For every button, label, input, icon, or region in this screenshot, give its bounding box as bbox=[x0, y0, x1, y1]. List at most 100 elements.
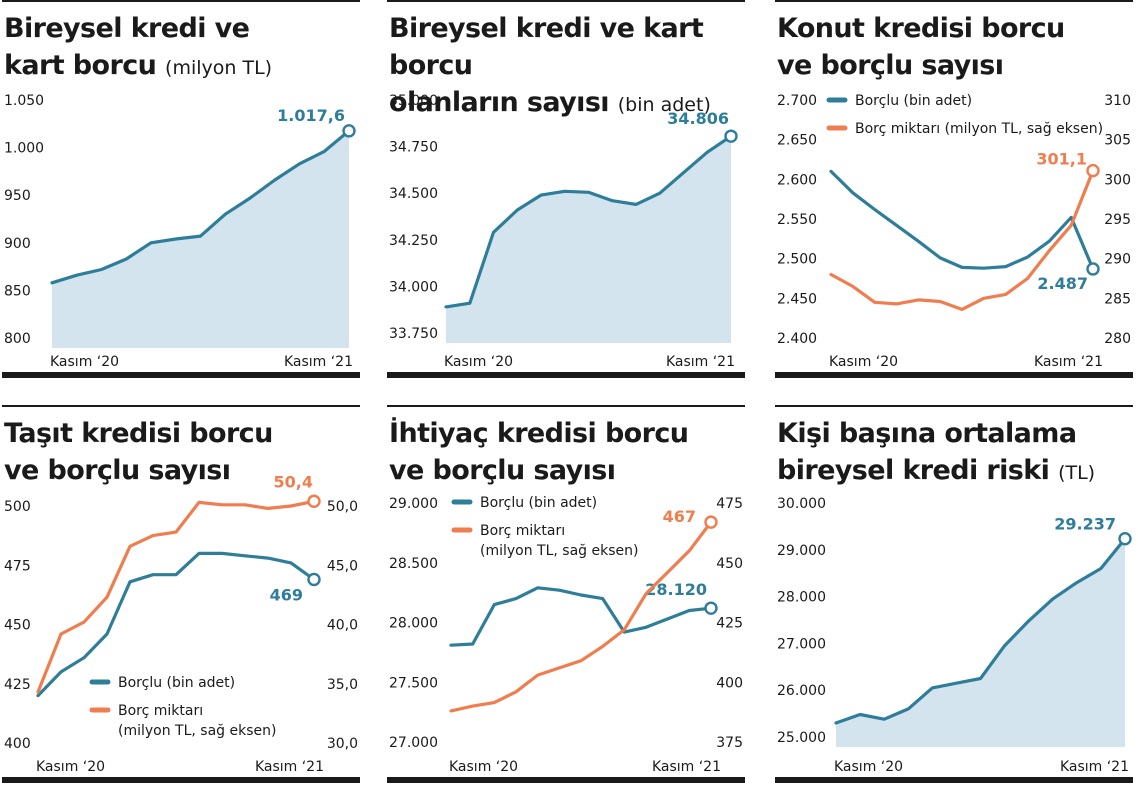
bottom-rule bbox=[2, 777, 360, 783]
data-point bbox=[1048, 249, 1051, 252]
data-point bbox=[1075, 581, 1079, 584]
y2-tick-label: 300 bbox=[1104, 172, 1131, 188]
y-tick-label: 30.000 bbox=[777, 496, 826, 512]
y2-tick-label: 310 bbox=[1104, 93, 1131, 109]
data-point bbox=[128, 545, 132, 548]
end-value-label: 469 bbox=[270, 585, 303, 604]
area-fill bbox=[836, 538, 1125, 747]
y-tick-label: 2.450 bbox=[777, 291, 817, 307]
data-point bbox=[444, 305, 448, 309]
end-value-label: 28.120 bbox=[645, 580, 707, 599]
y-tick-label: 2.550 bbox=[777, 212, 817, 228]
title-line-1: Konut kredisi borcu bbox=[777, 13, 1065, 44]
data-point bbox=[197, 501, 201, 504]
y2-tick-label: 35,0 bbox=[327, 677, 358, 693]
data-point bbox=[323, 150, 326, 153]
y-tick-label: 2.400 bbox=[777, 331, 817, 347]
end-marker bbox=[342, 124, 356, 138]
x-tick-label: Kasım ‘21 bbox=[652, 759, 721, 775]
y-tick-label: 500 bbox=[4, 499, 31, 515]
data-point bbox=[199, 234, 202, 238]
y-tick-label: 900 bbox=[4, 236, 31, 252]
y-tick-label: 475 bbox=[4, 558, 31, 574]
data-point bbox=[938, 256, 942, 260]
y2-tick-label: 285 bbox=[1104, 291, 1131, 307]
title-line-2: ve borçlu sayısı bbox=[4, 455, 231, 486]
data-point bbox=[960, 266, 964, 269]
end-value-label: 29.237 bbox=[1054, 515, 1116, 534]
y-tick-label: 34.250 bbox=[389, 233, 438, 249]
data-point bbox=[917, 240, 920, 243]
chart-personal-loan: 29.000 28.500 28.000 27.500 27.000 475 450 425 4… bbox=[389, 495, 743, 775]
data-point bbox=[75, 273, 78, 277]
chart-vehicle-loan: 50047545042540050,045,040,035,030,0Kasım… bbox=[4, 472, 358, 775]
title-line-1: Kişi başına ortalama bbox=[777, 418, 1077, 449]
data-point bbox=[82, 656, 86, 659]
legend-label: (milyon TL, sağ eksen) bbox=[480, 543, 638, 559]
end-marker bbox=[1118, 532, 1132, 546]
y-tick-label: 2.700 bbox=[777, 93, 817, 109]
chart-per-capita-risk: 30.000 29.000 28.000 27.000 26.000 25.000 Kası… bbox=[777, 496, 1132, 775]
data-point bbox=[273, 178, 276, 182]
data-point bbox=[100, 268, 103, 271]
y-tick-label: 1.000 bbox=[4, 141, 44, 157]
y-tick-label: 27.000 bbox=[777, 636, 826, 652]
chart-housing-loan: 2.700 2.650 2.600 2.550 2.500 2.450 2.400 310 30… bbox=[777, 93, 1131, 370]
y-tick-label: 25.000 bbox=[777, 730, 826, 746]
y-tick-label: 27.500 bbox=[389, 675, 438, 691]
y-tick-label: 26.000 bbox=[777, 683, 826, 699]
y-tick-label: 27.000 bbox=[389, 735, 438, 751]
top-rule bbox=[387, 0, 745, 2]
y2-tick-label: 305 bbox=[1104, 133, 1131, 149]
y2-tick-label: 475 bbox=[716, 496, 743, 512]
x-tick-label: Kasım ‘21 bbox=[284, 354, 353, 370]
data-point bbox=[634, 203, 638, 206]
y-tick-label: 29.000 bbox=[777, 543, 826, 559]
end-value-label: 2.487 bbox=[1037, 274, 1088, 293]
y2-tick-label: 30,0 bbox=[327, 736, 358, 752]
data-point bbox=[105, 632, 109, 636]
data-point bbox=[1003, 644, 1006, 647]
data-point bbox=[197, 552, 201, 555]
data-point bbox=[128, 580, 132, 584]
data-point bbox=[829, 273, 833, 276]
end-value-label: 34.806 bbox=[667, 109, 729, 128]
end-value-label: 301,1 bbox=[1036, 150, 1087, 169]
x-tick-label: Kasım ‘20 bbox=[834, 759, 903, 775]
chart-credit-holders: 35.000 34.750 34.500 34.250 34.000 33.750 Kası… bbox=[389, 93, 738, 370]
title-line-2: ve borçlu sayısı bbox=[777, 50, 1004, 81]
end-value-label: 50,4 bbox=[274, 472, 313, 491]
y2-tick-label: 45,0 bbox=[327, 558, 358, 574]
data-point bbox=[579, 593, 583, 597]
data-point bbox=[493, 701, 496, 704]
data-point bbox=[851, 191, 855, 195]
y-tick-label: 29.000 bbox=[389, 496, 438, 512]
data-point bbox=[248, 196, 252, 200]
y-tick-label: 800 bbox=[4, 331, 31, 347]
end-marker bbox=[704, 601, 718, 615]
panel-title: Bireysel kredi ve kart borcu (milyon TL) bbox=[4, 10, 272, 87]
data-point bbox=[579, 659, 583, 662]
panel-credit-holders: Bireysel kredi ve kart borcu olanların s… bbox=[387, 0, 745, 378]
legend-label: Borç miktarı (milyon TL, sağ eksen) bbox=[855, 121, 1103, 137]
x-tick-label: Kasım ‘20 bbox=[829, 354, 898, 370]
data-point bbox=[682, 171, 685, 174]
x-tick-label: Kasım ‘21 bbox=[666, 354, 735, 370]
unit-label: (TL) bbox=[1058, 462, 1096, 484]
data-point bbox=[36, 690, 40, 694]
data-point bbox=[243, 503, 247, 507]
y2-tick-label: 280 bbox=[1104, 331, 1131, 347]
y-tick-label: 950 bbox=[4, 188, 31, 204]
data-point bbox=[611, 199, 614, 202]
bottom-rule bbox=[775, 372, 1133, 378]
y-tick-label: 28.500 bbox=[389, 556, 438, 572]
data-point bbox=[982, 266, 986, 270]
y-tick-label: 34.000 bbox=[389, 279, 438, 295]
y2-tick-label: 425 bbox=[716, 616, 743, 632]
y2-tick-label: 295 bbox=[1104, 212, 1131, 228]
data-point bbox=[882, 718, 886, 721]
end-value-label: 1.017,6 bbox=[277, 106, 345, 125]
y-tick-label: 2.650 bbox=[777, 133, 817, 149]
y-tick-label: 2.500 bbox=[777, 252, 817, 268]
panel-title: Taşıt kredisi borcu ve borçlu sayısı bbox=[4, 415, 273, 492]
